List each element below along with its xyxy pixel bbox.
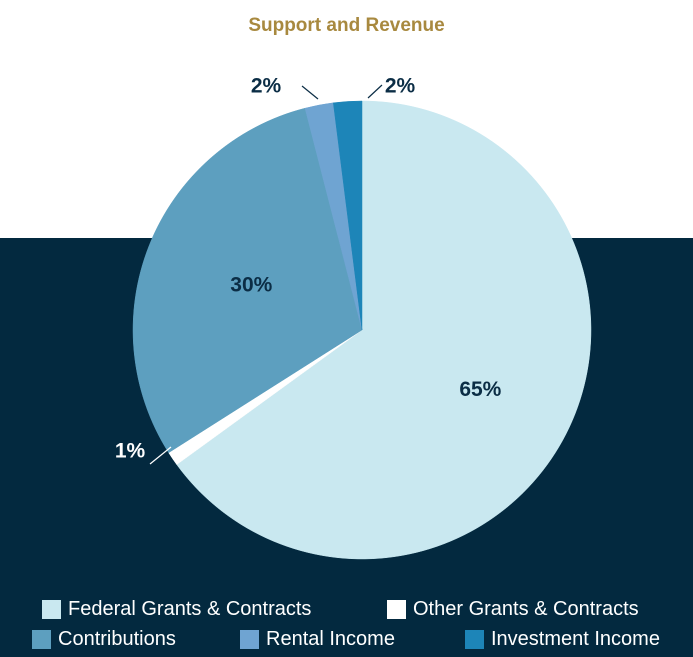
legend-swatch-contributions [32,630,51,649]
legend-swatch-other-grants [387,600,406,619]
data-label-investment-income: 2% [385,75,416,98]
data-label-rental-income: 2% [251,75,282,98]
data-label-contributions: 30% [230,274,272,297]
legend-item-investment-income: Investment Income [465,628,660,651]
legend-item-rental-income: Rental Income [240,628,395,651]
legend-label-other-grants: Other Grants & Contracts [413,598,639,620]
legend-swatch-rental-income [240,630,259,649]
legend-swatch-federal-grants [42,600,61,619]
legend-label-investment-income: Investment Income [491,628,660,650]
legend-label-federal-grants: Federal Grants & Contracts [68,598,312,620]
legend-item-other-grants: Other Grants & Contracts [387,598,639,621]
data-label-other-grants-contracts: 1% [115,440,146,463]
leader-line-other-grants-contracts [149,446,172,465]
pie-slice-investment-income [333,100,363,331]
legend-row-1: Federal Grants & Contracts Other Grants … [0,598,693,624]
legend-row-2: Contributions Rental Income Investment I… [0,628,693,654]
legend-item-contributions: Contributions [32,628,176,651]
leader-line-rental-income [301,85,319,100]
pie-chart: 65% 1% 30% 2% 2% [115,75,592,560]
legend-label-rental-income: Rental Income [266,628,395,650]
data-label-federal-grants-contracts: 65% [459,378,501,401]
pie-slice-contributions [132,107,363,454]
legend-swatch-investment-income [465,630,484,649]
legend-item-federal-grants: Federal Grants & Contracts [42,598,311,621]
legend-label-contributions: Contributions [58,628,176,650]
leader-line-investment-income [367,84,383,99]
chart-title: Support and Revenue [248,15,445,36]
pie-slice-federal-grants-contracts [176,100,592,560]
